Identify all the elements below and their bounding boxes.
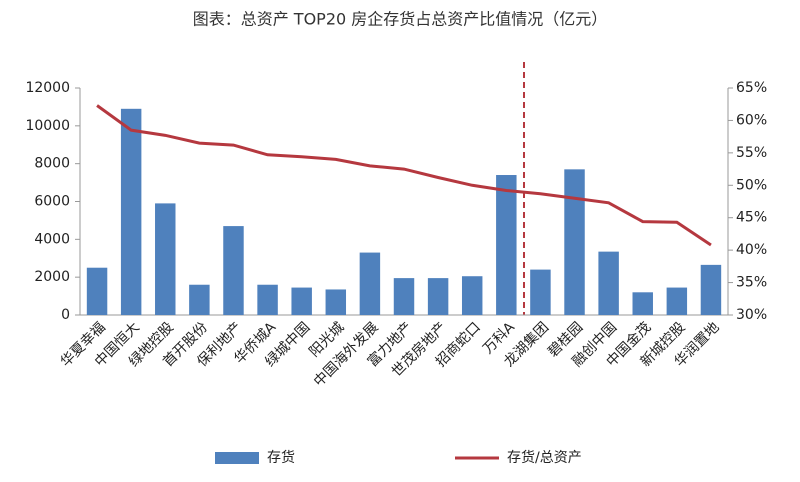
bar <box>393 278 415 315</box>
bar <box>598 251 619 315</box>
bar <box>496 175 517 315</box>
y2-tick-label: 35% <box>736 275 767 291</box>
line <box>96 104 712 247</box>
chart-title: 图表：总资产 TOP20 房企存货占总资产比值情况（亿元） <box>193 10 608 29</box>
y2-tick-label: 55% <box>736 145 767 161</box>
bar <box>530 269 551 315</box>
bar <box>325 289 347 315</box>
y-tick-label: 2000 <box>34 269 70 285</box>
y-tick-label: 4000 <box>34 231 70 247</box>
bar <box>155 203 176 315</box>
y2-tick-label: 40% <box>736 242 767 258</box>
y-tick-label: 10000 <box>25 118 70 134</box>
bar <box>427 278 449 315</box>
bar <box>461 276 483 315</box>
bar <box>564 169 585 315</box>
bar <box>359 252 381 315</box>
y-tick-label: 6000 <box>34 194 70 210</box>
y2-tick-label: 45% <box>736 210 767 226</box>
bar <box>291 287 312 315</box>
bar <box>632 292 653 315</box>
bar <box>700 264 722 315</box>
bar <box>86 267 108 315</box>
y-tick-label: 12000 <box>25 80 70 96</box>
legend-label: 存货 <box>267 449 295 466</box>
bar <box>223 226 244 315</box>
bar <box>189 284 210 315</box>
legend-swatch <box>215 452 259 464</box>
y2-tick-label: 30% <box>736 307 767 323</box>
y2-tick-label: 65% <box>736 80 767 96</box>
legend-label: 存货/总资产 <box>507 449 582 466</box>
y2-tick-label: 50% <box>736 177 767 193</box>
y-tick-label: 0 <box>61 307 70 323</box>
y-tick-label: 8000 <box>34 156 70 172</box>
bar <box>120 108 142 315</box>
bar <box>666 287 688 315</box>
bar <box>257 284 278 315</box>
y2-tick-label: 60% <box>736 112 767 128</box>
